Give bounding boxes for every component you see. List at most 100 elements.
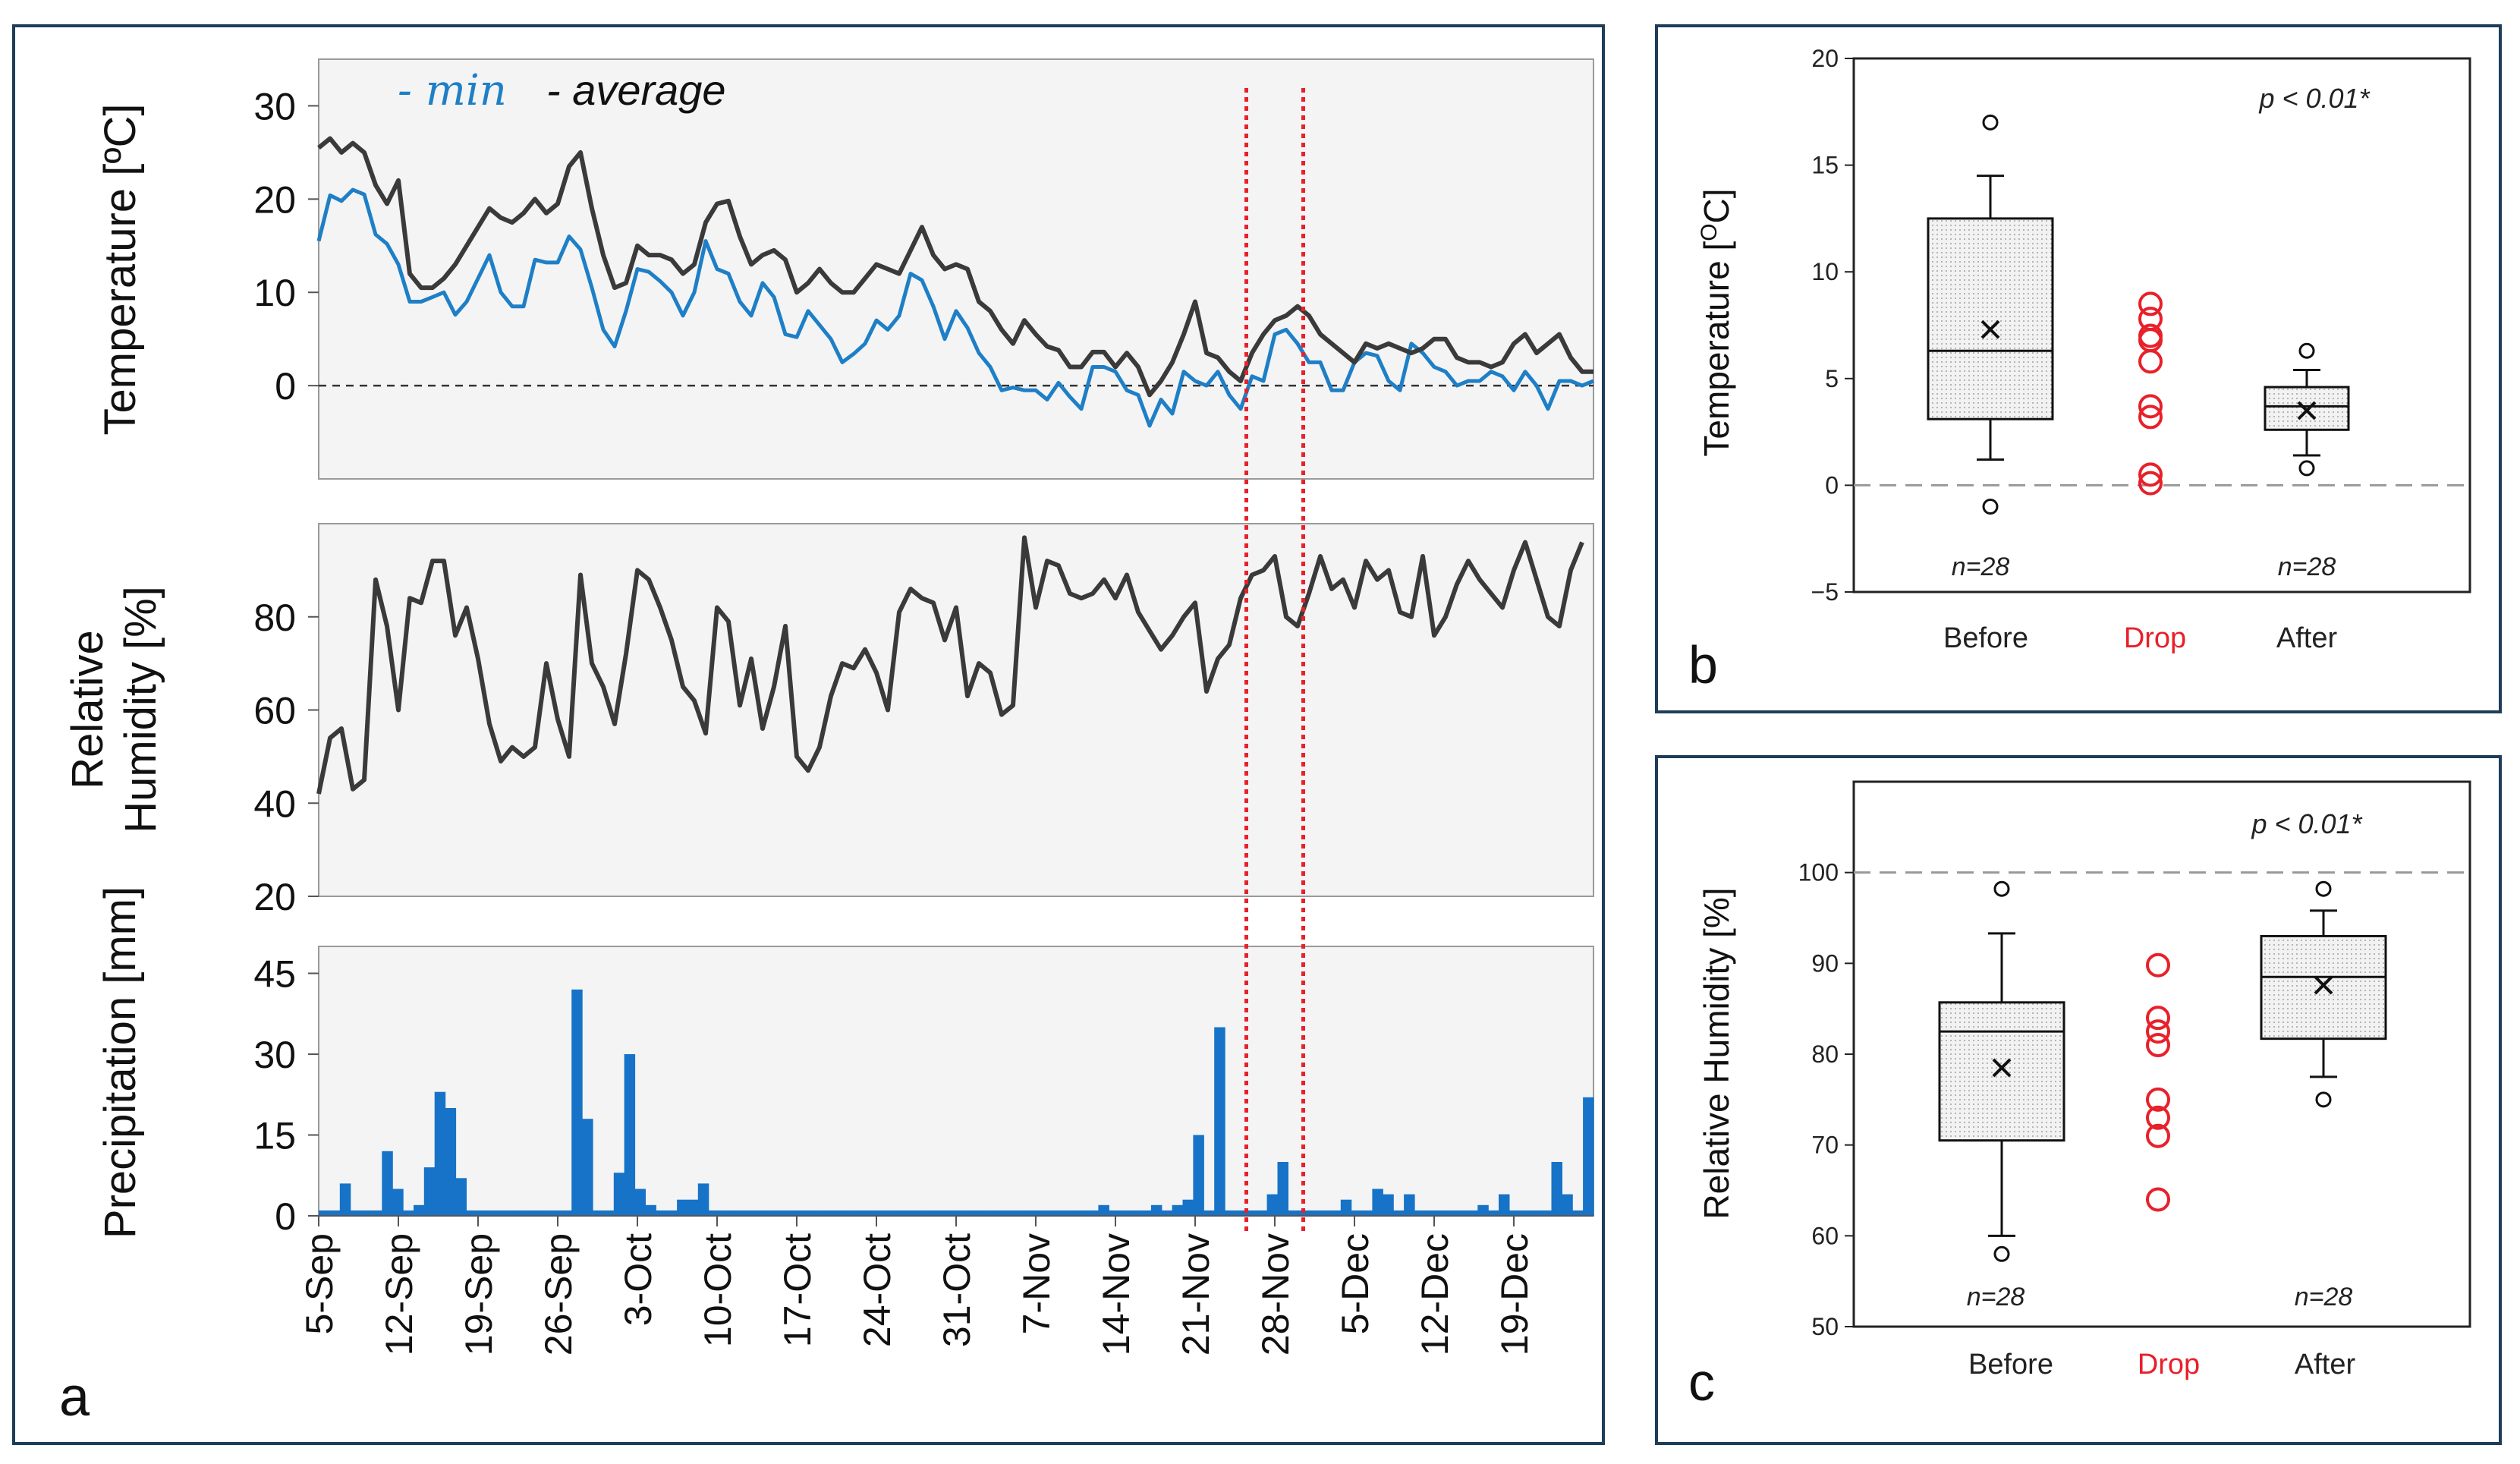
precipitation-bar — [1288, 1210, 1299, 1216]
panel-b-n-before: n=28 — [1952, 553, 2010, 581]
humidity-line — [316, 535, 1584, 795]
precipitation-y-tick-label: 45 — [253, 953, 296, 996]
x-tick-label: 7-Nov — [1015, 1233, 1058, 1334]
x-axis-ticks: 5-Sep 12-Sep 19-Sep 26-Sep 3-Oct 10-Oct 17-Oct… — [298, 1216, 1536, 1355]
x-tick-label: 14-Nov — [1095, 1233, 1137, 1355]
humidity-y-tick-label: 60 — [253, 690, 296, 732]
humidity-y-axis-label-line1: Relative — [63, 630, 112, 789]
panel-c-boxes — [1938, 880, 2387, 1262]
temperature-plot-area — [318, 58, 1594, 480]
precipitation-bar — [1562, 1194, 1573, 1216]
precipitation-bar — [645, 1204, 656, 1216]
precipitation-bar — [1383, 1194, 1394, 1216]
precipitation-plot: 45 30 15 0 Precipitation [mm] — [96, 886, 1594, 1239]
precipitation-bar — [982, 1210, 994, 1216]
precipitation-bar — [940, 1210, 952, 1216]
temperature-y-tick-label: 10 — [253, 272, 296, 314]
precipitation-bar — [1119, 1210, 1131, 1216]
precipitation-bar — [1087, 1210, 1100, 1216]
panel-b-box-after-mean-marker — [2297, 401, 2317, 420]
panel-c-box-after-outlier — [2315, 1091, 2332, 1108]
precipitation-bar — [477, 1210, 488, 1216]
precipitation-bar — [634, 1189, 646, 1216]
panel-c-drop-point — [2146, 1033, 2170, 1058]
panel-b-annotation: p < 0.01* — [2258, 83, 2370, 114]
precipitation-bar — [961, 1210, 973, 1216]
panel-c-x-label-before: Before — [1968, 1349, 2053, 1381]
panel-c-box-after-mean-marker — [2314, 975, 2333, 995]
panel-b-box-before-outlier — [1982, 499, 1999, 515]
panel-b-n-after: n=28 — [2278, 553, 2336, 581]
precipitation-y-tick-label: 30 — [253, 1034, 296, 1076]
temperature-average-line — [317, 136, 1593, 398]
precipitation-bar — [1329, 1210, 1342, 1216]
precipitation-bar — [403, 1210, 414, 1216]
precipitation-bar — [813, 1210, 826, 1216]
precipitation-bar — [593, 1210, 604, 1216]
precipitation-bar — [1277, 1162, 1288, 1216]
precipitation-bar — [602, 1210, 615, 1216]
precipitation-bar — [1372, 1189, 1383, 1216]
x-tick-label: 12-Sep — [378, 1233, 420, 1355]
panel-b-drop-point — [2138, 291, 2163, 316]
precipitation-bar — [1467, 1210, 1478, 1216]
precipitation-bar — [1066, 1210, 1078, 1216]
panel-c-box-after — [2260, 880, 2387, 1108]
panel-b-boxes — [1927, 114, 2350, 515]
panel-c-y-tick-label: 60 — [1811, 1222, 1839, 1249]
precipitation-bar — [656, 1210, 667, 1216]
panel-c-n-after: n=28 — [2295, 1283, 2353, 1311]
precipitation-bar — [951, 1210, 962, 1216]
precipitation-bar — [1446, 1210, 1458, 1216]
panel-c-y-axis-label: Relative Humidity [%] — [1697, 887, 1736, 1219]
precipitation-bar — [1214, 1027, 1225, 1216]
humidity-y-tick-label: 40 — [253, 782, 296, 825]
precipitation-bar — [498, 1210, 509, 1216]
panel-c-drop-point — [2146, 952, 2170, 978]
panel-b-drop-point — [2138, 405, 2163, 430]
precipitation-bar — [824, 1210, 835, 1216]
precipitation-bar — [1046, 1210, 1057, 1216]
precipitation-bar — [845, 1210, 857, 1216]
precipitation-bar — [898, 1210, 910, 1216]
precipitation-bar — [329, 1210, 341, 1216]
x-tick-label: 24-Oct — [856, 1233, 898, 1347]
panel-b-box-after-outlier — [2298, 342, 2315, 359]
panel-b-y-tick-label: 20 — [1811, 45, 1839, 72]
panel-c-box-after-outlier — [2315, 880, 2332, 897]
humidity-y-axis-label-line2: Humidity [%] — [116, 586, 165, 833]
precipitation-bar — [1245, 1210, 1257, 1216]
precipitation-bar — [856, 1210, 867, 1216]
precipitation-bar — [1540, 1210, 1553, 1216]
panel-b-box-after-outlier — [2298, 460, 2315, 477]
precipitation-bar — [1003, 1210, 1015, 1216]
x-tick-label: 19-Dec — [1493, 1233, 1536, 1355]
precipitation-bar — [1150, 1204, 1162, 1216]
temperature-y-axis-label: Temperature [ºC] — [96, 103, 145, 435]
panel-b-y-tick-label: 0 — [1825, 471, 1839, 499]
precipitation-bar — [1424, 1210, 1436, 1216]
panel-b-y-axis-label: Temperature [OC] — [1697, 188, 1736, 456]
precipitation-bar — [1024, 1210, 1036, 1216]
precipitation-y-tick-label: 0 — [275, 1195, 296, 1238]
panel-c-drop-point — [2146, 1087, 2170, 1112]
panel-c-annotation: p < 0.01* — [2251, 808, 2362, 839]
precipitation-bar — [1225, 1210, 1236, 1216]
precipitation-bar — [571, 989, 583, 1216]
panel-b-box-before-mean-marker — [1980, 320, 2000, 339]
humidity-plot: 80 60 40 20 Relative Humidity [%] — [63, 523, 1594, 918]
precipitation-bar — [1130, 1210, 1141, 1216]
precipitation-bar — [1266, 1194, 1279, 1216]
panel-c-y-tick-label: 70 — [1811, 1132, 1839, 1159]
panel-c-box-before-outlier — [1993, 1245, 2010, 1262]
precipitation-bar — [1351, 1210, 1363, 1216]
panel-c-drop-point — [2146, 1105, 2170, 1130]
precipitation-bar — [1161, 1210, 1173, 1216]
precipitation-y-tick-label: 15 — [253, 1115, 296, 1157]
precipitation-bar — [529, 1210, 541, 1216]
panel-b-box-before-outlier — [1982, 114, 1999, 131]
precipitation-bar — [708, 1210, 720, 1216]
precipitation-bar — [455, 1178, 467, 1216]
precipitation-bar — [1193, 1135, 1204, 1216]
